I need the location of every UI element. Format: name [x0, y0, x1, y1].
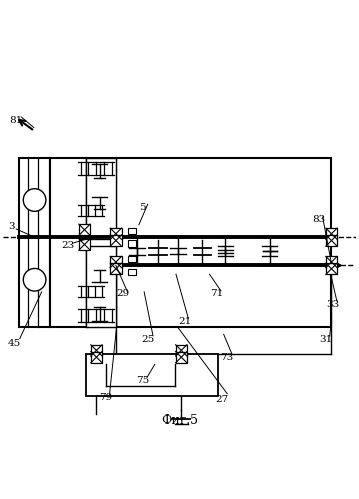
Bar: [87, 246, 116, 327]
Bar: [110, 235, 122, 246]
Bar: [110, 263, 122, 274]
Bar: [79, 224, 90, 236]
Text: 81: 81: [10, 116, 23, 125]
Text: 29: 29: [116, 289, 130, 298]
Bar: [110, 256, 122, 267]
Bar: [116, 158, 331, 327]
Bar: [91, 345, 102, 356]
Bar: [79, 239, 90, 250]
Bar: [51, 158, 116, 327]
Text: 75: 75: [136, 376, 149, 385]
Bar: [128, 228, 136, 234]
Text: 33: 33: [327, 300, 340, 309]
Bar: [326, 263, 337, 274]
Text: 25: 25: [141, 335, 154, 344]
Text: 21: 21: [178, 317, 191, 326]
Bar: [326, 235, 337, 246]
Text: 71: 71: [210, 289, 223, 298]
Text: 83: 83: [312, 215, 326, 224]
Bar: [87, 158, 116, 239]
Text: 73: 73: [220, 353, 234, 362]
Text: 31: 31: [320, 335, 333, 344]
Text: 5: 5: [139, 203, 146, 212]
Bar: [176, 351, 187, 363]
Bar: [19, 158, 51, 327]
Bar: [110, 228, 122, 240]
Bar: [128, 268, 136, 275]
Text: 79: 79: [99, 393, 112, 403]
Bar: [128, 256, 136, 262]
Bar: [326, 228, 337, 240]
Bar: [176, 345, 187, 356]
Text: 23: 23: [61, 242, 75, 250]
Bar: [128, 241, 136, 247]
Bar: [86, 354, 218, 396]
Text: 3: 3: [8, 222, 15, 231]
Bar: [326, 256, 337, 267]
Circle shape: [23, 189, 46, 212]
Text: 45: 45: [8, 339, 21, 348]
Bar: [91, 351, 102, 363]
Text: 27: 27: [215, 395, 229, 404]
Circle shape: [23, 268, 46, 291]
Text: Фиг.5: Фиг.5: [161, 415, 198, 428]
